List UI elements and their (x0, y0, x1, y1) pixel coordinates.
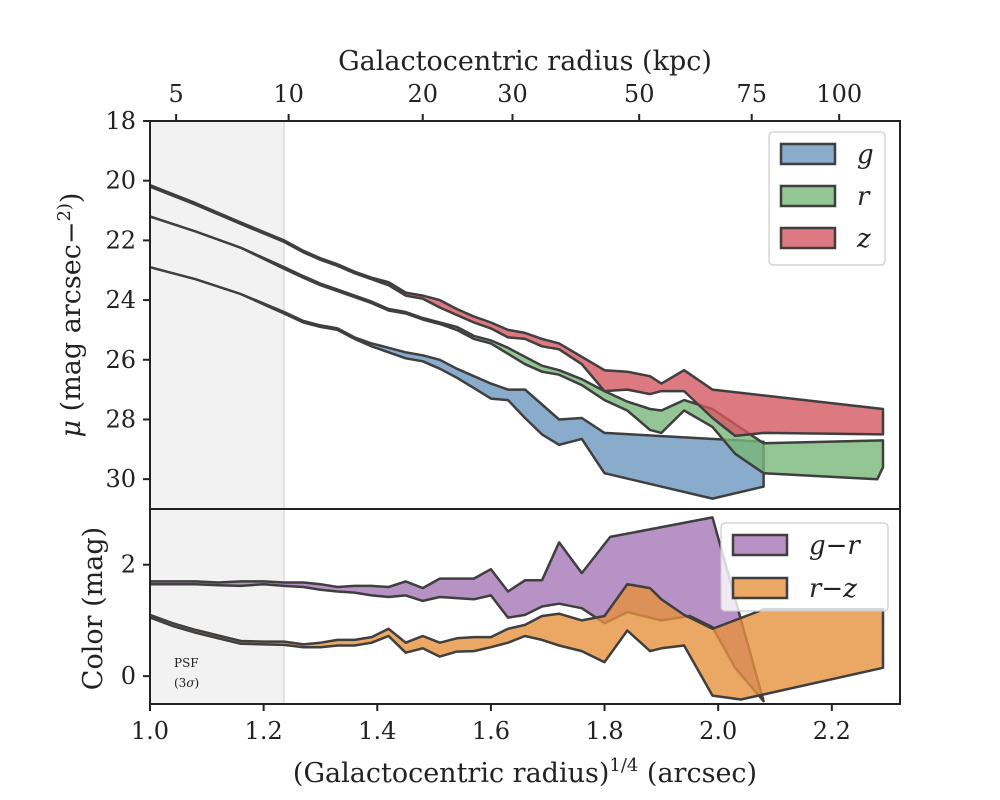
y-tick-label-28: 28 (105, 405, 136, 433)
mu-units: (mag arcsec− (56, 222, 87, 420)
y-tick-label-20: 20 (105, 167, 136, 195)
kpc-tick-label-5: 5 (168, 80, 183, 108)
color-legend-swatch-r-z (731, 576, 789, 600)
x-tick-label-1.0: 1.0 (131, 717, 169, 745)
surface-brightness-band-z (150, 183, 885, 438)
mu-close-paren: ) (56, 193, 87, 204)
x-axis-label-exponent: 1/4 (609, 755, 638, 776)
color-legend-label-r-z: r−z (809, 574, 857, 604)
psf-shaded-region-top (150, 121, 285, 509)
mu-exponent: 2) (54, 203, 75, 221)
color-bands (150, 516, 885, 703)
psf-shaded-region-bottom (150, 509, 285, 704)
y-tick-label-30: 30 (105, 465, 136, 493)
mu-symbol: μ (56, 420, 87, 438)
surface-brightness-bands (150, 183, 885, 500)
surface-brightness-legend-label-z: z (856, 224, 871, 254)
color-panel: 02 1.0 1.2 1.4 1.6 1.8 2.0 2.2 PSF (3σ) Color … (78, 508, 901, 789)
surface-brightness-legend-swatch-g (779, 142, 837, 166)
x-tick-label-1.8: 1.8 (585, 717, 623, 745)
surface-brightness-legend-label-r: r (857, 182, 871, 212)
color-legend-label-g-r: g−r (809, 531, 861, 561)
top-axis-label: Galactocentric radius (kpc) (338, 46, 712, 77)
psf-sublabel-close: ) (195, 676, 200, 690)
kpc-tick-label-100: 100 (816, 80, 862, 108)
kpc-tick-label-30: 30 (497, 80, 528, 108)
y-tick-label-18: 18 (105, 107, 136, 135)
kpc-tick-label-50: 50 (624, 80, 655, 108)
y-tick-label-22: 22 (105, 226, 136, 254)
color-band-g-r (150, 516, 765, 703)
surface-brightness-legend-label-g: g (857, 140, 874, 170)
color-y-tick-label-0: 0 (121, 662, 136, 690)
color-band-r-z (150, 582, 885, 701)
color-legend-swatch-g-r (731, 533, 789, 557)
x-tick-label-1.6: 1.6 (472, 717, 510, 745)
surface-brightness-legend-swatch-r (779, 184, 837, 208)
x-tick-label-1.4: 1.4 (358, 717, 396, 745)
kpc-tick-label-20: 20 (407, 80, 438, 108)
x-axis-label: (Galactocentric radius)1/4 (arcsec) (293, 755, 757, 789)
surface-brightness-band-r (150, 215, 885, 481)
psf-label: PSF (174, 656, 199, 670)
kpc-top-axis: 5 10 20 30 50 75 100 (168, 80, 862, 121)
psf-sublabel-open: (3 (174, 676, 186, 690)
x-tick-label-2.0: 2.0 (699, 717, 737, 745)
y-tick-label-24: 24 (105, 286, 136, 314)
color-y-axis: 02 (121, 551, 150, 690)
x-axis-label-units: (arcsec) (638, 758, 757, 789)
color-legend: g−r r−z (720, 522, 889, 612)
kpc-tick-label-75: 75 (736, 80, 767, 108)
color-y-tick-label-2: 2 (121, 551, 136, 579)
surface-brightness-legend-swatch-z (779, 226, 837, 250)
x-axis-label-base: (Galactocentric radius) (293, 758, 609, 789)
surface-brightness-y-axis: 18 20 22 24 26 28 30 (105, 107, 150, 493)
x-axis: 1.0 1.2 1.4 1.6 1.8 2.0 2.2 (131, 704, 851, 745)
psf-sublabel-sigma: σ (186, 676, 195, 690)
color-axes-frame (149, 508, 901, 705)
surface-brightness-legend: grz (768, 131, 886, 266)
y-tick-label-26: 26 (105, 346, 136, 374)
x-tick-label-2.2: 2.2 (813, 717, 851, 745)
kpc-tick-label-10: 10 (273, 80, 304, 108)
x-tick-label-1.2: 1.2 (245, 717, 283, 745)
surface-brightness-axis-label: μ (mag arcsec−2)) (54, 193, 87, 438)
surface-brightness-band-g (150, 265, 765, 500)
psf-sublabel: (3σ) (174, 676, 199, 690)
color-axis-label: Color (mag) (78, 527, 109, 690)
surface-brightness-panel: 18 20 22 24 26 28 30 5 10 20 30 50 75 100 Galactocen… (54, 46, 901, 510)
